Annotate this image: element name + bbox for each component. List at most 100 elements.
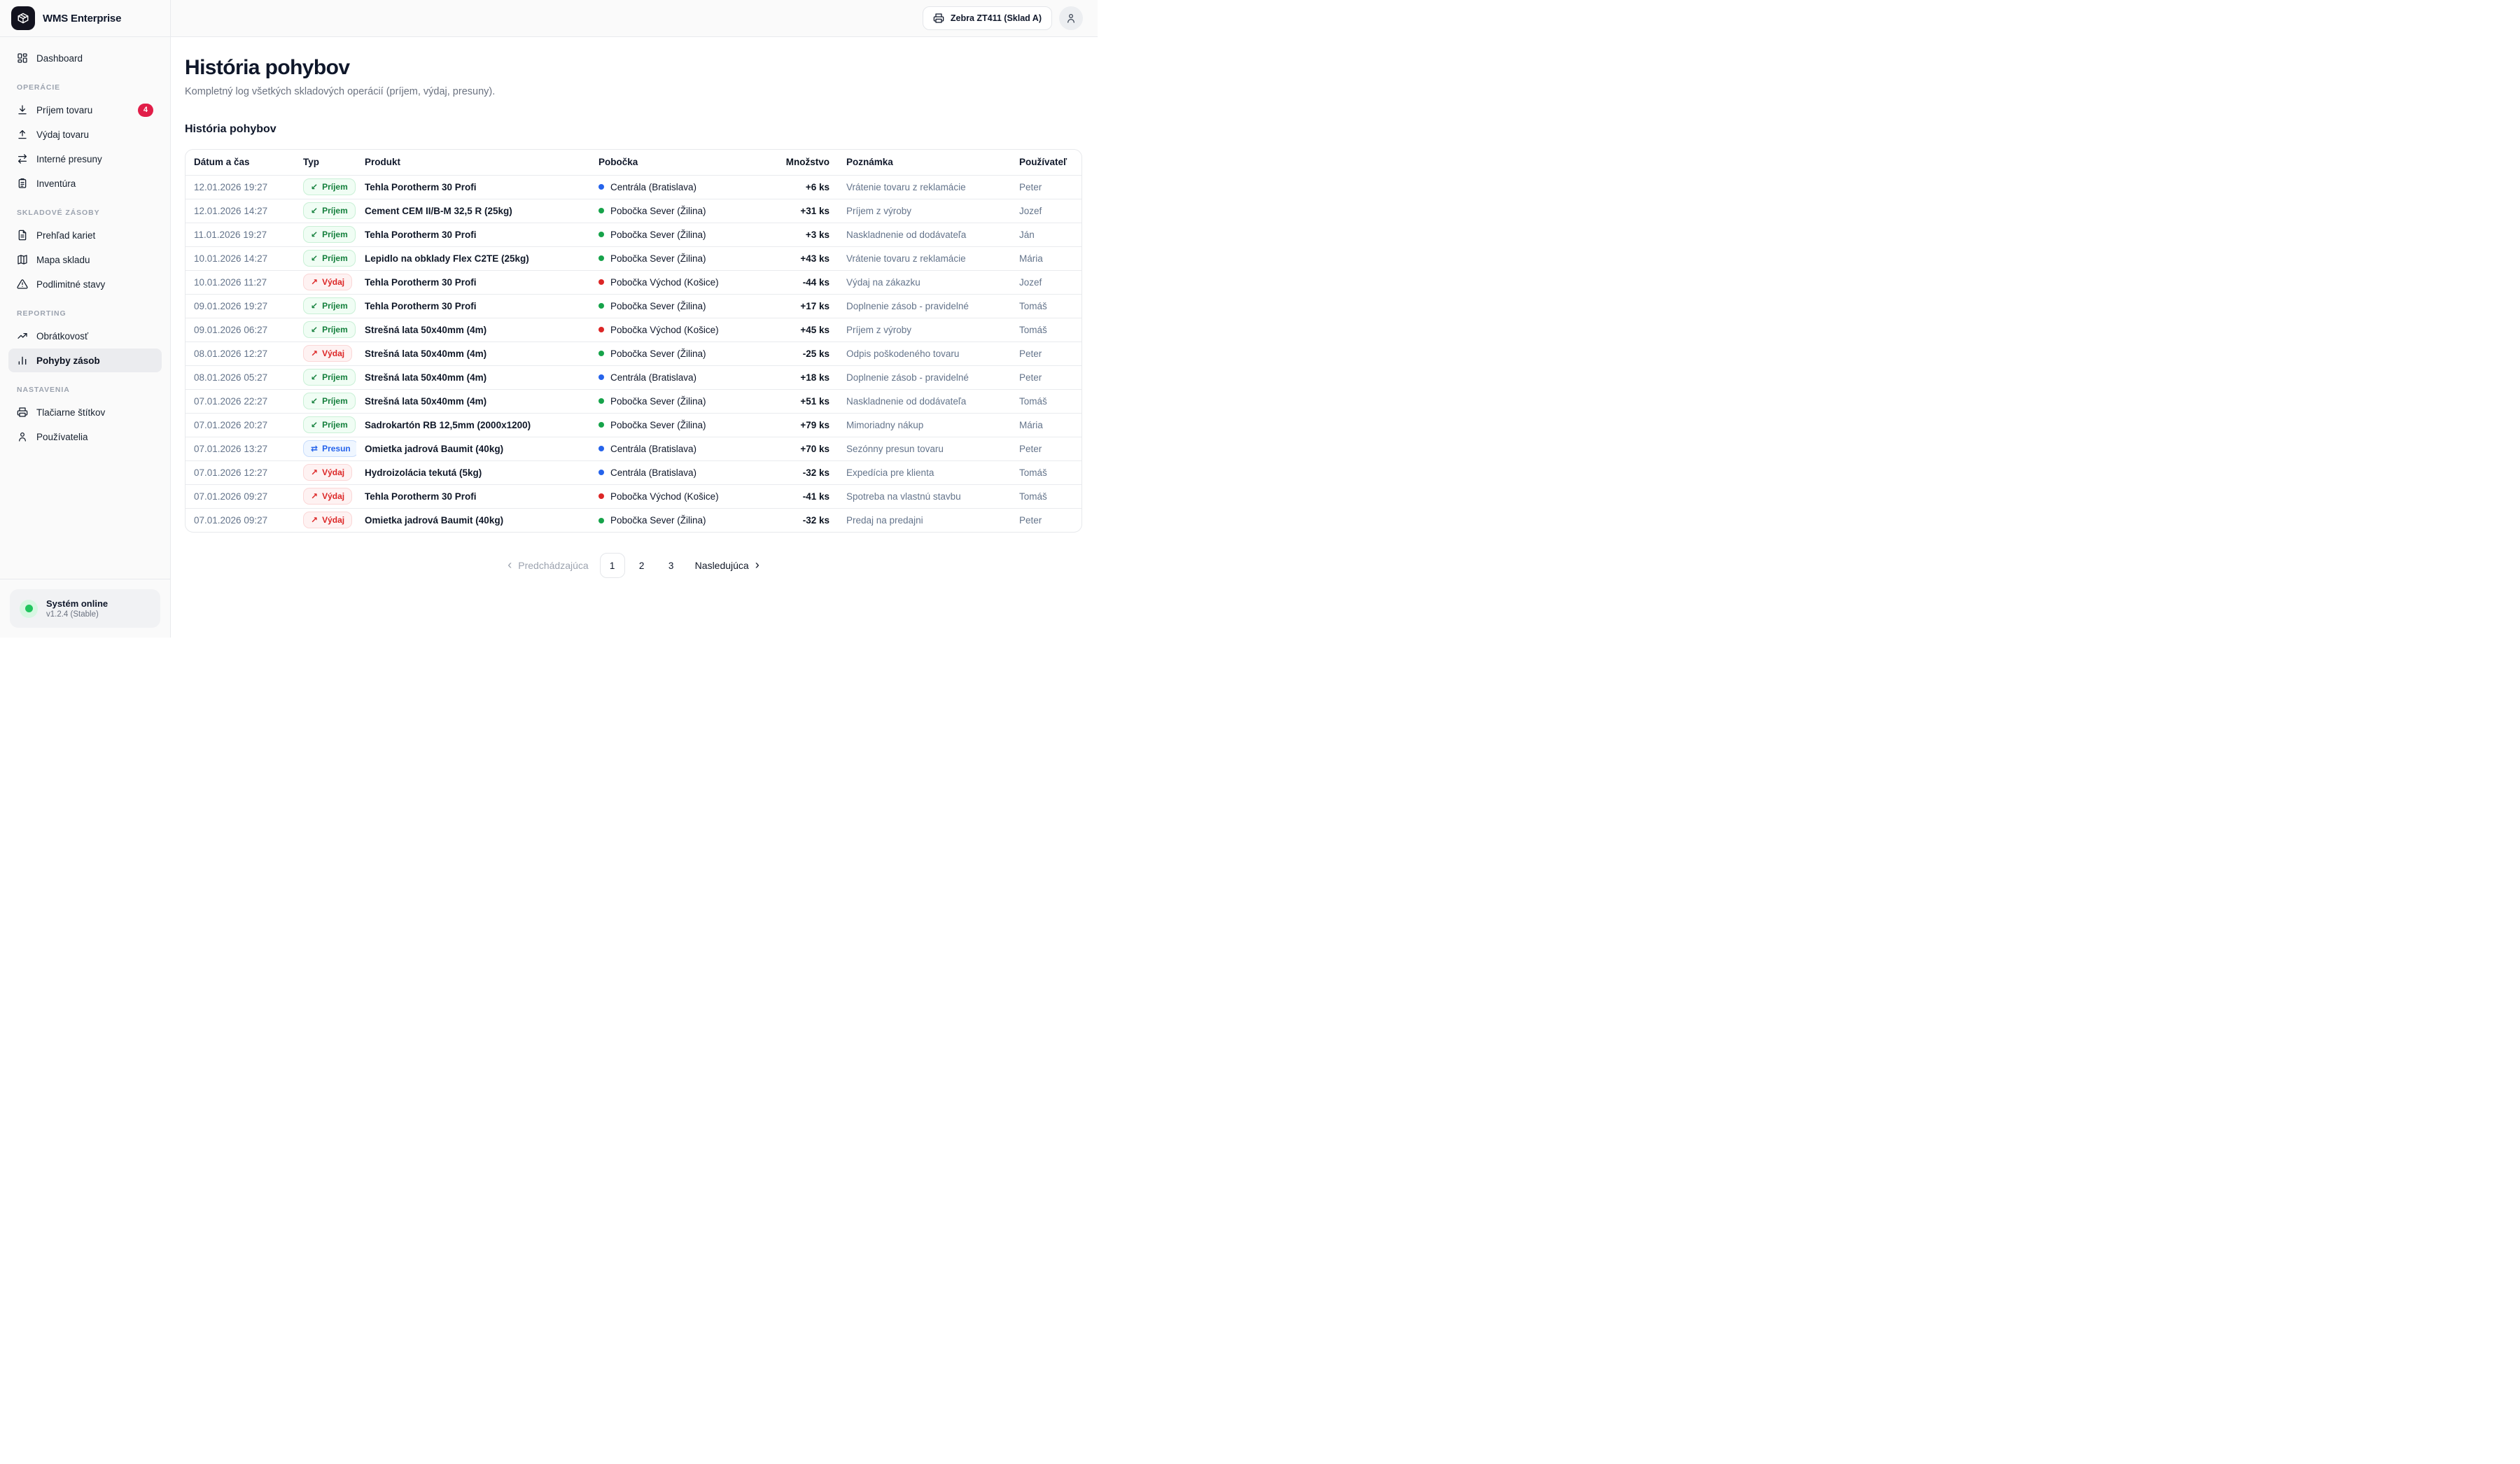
trending-up-icon [18, 333, 27, 339]
branch-dot [598, 303, 604, 309]
cell-datetime: 07.01.2026 12:27 [186, 460, 295, 484]
file-text-icon [18, 230, 27, 241]
sidebar-item-low-stock[interactable]: Podlimitné stavy [8, 272, 162, 296]
branch-label: Pobočka Sever (Žilina) [610, 229, 706, 240]
sidebar-item-goods-issue[interactable]: Výdaj tovaru [8, 122, 162, 146]
type-badge: ⇄ Presun [303, 440, 356, 457]
table-row: 07.01.2026 20:27 ↙ Príjem Sadrokartón RB 12… [186, 412, 1082, 437]
type-badge-label: Príjem [322, 182, 348, 192]
table-body: 12.01.2026 19:27 ↙ Príjem Tehla Porotherm 3… [186, 174, 1082, 532]
cell-product: Tehla Porotherm 30 Profi [356, 174, 590, 199]
cell-note: Predaj na predajni [838, 507, 1011, 532]
cell-note: Naskladnenie od dodávateľa [838, 222, 1011, 246]
printer-button-label: Zebra ZT411 (Sklad A) [950, 13, 1042, 23]
cell-user: Jozef [1011, 269, 1082, 294]
branch-label: Pobočka Východ (Košice) [610, 324, 719, 335]
cell-branch: Pobočka Sever (Žilina) [590, 507, 774, 532]
type-badge: ↙ Príjem [303, 250, 356, 267]
cell-user: Peter [1011, 507, 1082, 532]
cell-note: Vrátenie tovaru z reklamácie [838, 246, 1011, 270]
cell-quantity: +18 ks [774, 365, 838, 389]
table-row: 07.01.2026 09:27 ↗ Výdaj Tehla Porotherm 30… [186, 484, 1082, 508]
table-row: 07.01.2026 13:27 ⇄ Presun Omietka jadrová B… [186, 436, 1082, 460]
package-logo-icon [11, 6, 35, 30]
sidebar: WMS Enterprise Dashboard OPERÁCIE Príjem… [0, 0, 171, 638]
cell-quantity: +17 ks [774, 293, 838, 318]
cell-note: Príjem z výroby [838, 198, 1011, 223]
branch-label: Pobočka Sever (Žilina) [610, 300, 706, 311]
cell-user: Peter [1011, 436, 1082, 460]
sidebar-item-label: Tlačiarne štítkov [36, 407, 106, 418]
app-logo-row: WMS Enterprise [0, 0, 170, 37]
table-row: 12.01.2026 19:27 ↙ Príjem Tehla Porotherm 3… [186, 174, 1082, 199]
cell-user: Tomáš [1011, 388, 1082, 413]
cell-product: Hydroizolácia tekutá (5kg) [356, 460, 590, 484]
pagination-page-2[interactable]: 2 [629, 553, 654, 578]
cell-user: Tomáš [1011, 484, 1082, 508]
type-badge-label: Príjem [322, 420, 348, 430]
page-subtitle: Kompletný log všetkých skladových operác… [185, 86, 496, 97]
cell-product: Strešná lata 50x40mm (4m) [356, 341, 590, 365]
cell-datetime: 08.01.2026 12:27 [186, 341, 295, 365]
type-badge: ↗ Výdaj [303, 464, 353, 481]
chevron-right-icon: › [755, 558, 760, 572]
pagination-page-1[interactable]: 1 [599, 553, 625, 578]
cell-product: Tehla Porotherm 30 Profi [356, 269, 590, 294]
type-arrow-icon: ↙ [311, 372, 318, 382]
type-badge-label: Príjem [322, 206, 348, 216]
main-area: Zebra ZT411 (Sklad A) História pohybov K… [171, 0, 1098, 638]
sidebar-item-internal-transfers[interactable]: Interné presuny [8, 147, 162, 171]
pagination-page-3[interactable]: 3 [659, 553, 684, 578]
sidebar-item-warehouse-map[interactable]: Mapa skladu [8, 248, 162, 272]
cell-type: ↙ Príjem [295, 246, 356, 270]
cell-product: Omietka jadrová Baumit (40kg) [356, 436, 590, 460]
cell-type: ↙ Príjem [295, 365, 356, 389]
type-arrow-icon: ↗ [311, 467, 318, 477]
cell-note: Mimoriadny nákup [838, 412, 1011, 437]
sidebar-item-inventory[interactable]: Inventúra [8, 171, 162, 195]
cell-note: Sezónny presun tovaru [838, 436, 1011, 460]
type-arrow-icon: ↙ [311, 325, 318, 335]
table-header-row: Dátum a čas Typ Produkt Pobočka Množstvo… [186, 150, 1082, 175]
branch-label: Pobočka Sever (Žilina) [610, 515, 706, 526]
branch-label: Pobočka Sever (Žilina) [610, 419, 706, 430]
sidebar-item-users[interactable]: Používatelia [8, 425, 162, 449]
cell-note: Expedícia pre klienta [838, 460, 1011, 484]
cell-branch: Pobočka Sever (Žilina) [590, 198, 774, 223]
pagination-next-button[interactable]: Nasledujúca › [688, 558, 766, 572]
cell-user: Peter [1011, 174, 1082, 199]
movements-table: Dátum a čas Typ Produkt Pobočka Množstvo… [186, 150, 1082, 532]
cell-user: Mária [1011, 246, 1082, 270]
map-icon [18, 255, 27, 265]
col-header-product: Produkt [365, 157, 401, 168]
branch-dot [598, 208, 604, 214]
pagination-prev-button[interactable]: ‹ Predchádzajúca [500, 558, 595, 572]
cell-user: Tomáš [1011, 460, 1082, 484]
sidebar-item-label-printers[interactable]: Tlačiarne štítkov [8, 400, 162, 424]
type-badge: ↗ Výdaj [303, 488, 353, 505]
alert-triangle-icon [17, 279, 28, 289]
sidebar-item-stock-movements[interactable]: Pohyby zásob [8, 349, 162, 372]
printer-select-button[interactable]: Zebra ZT411 (Sklad A) [922, 6, 1052, 30]
chevron-left-icon: ‹ [507, 558, 512, 572]
type-arrow-icon: ↗ [311, 515, 318, 526]
cell-product: Tehla Porotherm 30 Profi [356, 293, 590, 318]
cell-product: Tehla Porotherm 30 Profi [356, 484, 590, 508]
cell-product: Strešná lata 50x40mm (4m) [356, 317, 590, 342]
sidebar-item-turnover[interactable]: Obrátkovosť [8, 324, 162, 348]
branch-dot [598, 493, 604, 500]
upload-icon [18, 130, 27, 139]
sidebar-item-label: Inventúra [36, 178, 76, 189]
type-arrow-icon: ↗ [311, 491, 318, 501]
sidebar-item-dashboard[interactable]: Dashboard [8, 46, 162, 70]
cell-datetime: 12.01.2026 19:27 [186, 174, 295, 199]
cell-datetime: 07.01.2026 20:27 [186, 412, 295, 437]
branch-dot [598, 184, 604, 190]
sidebar-item-goods-receipt[interactable]: Príjem tovaru 4 [8, 98, 162, 122]
sidebar-item-stock-cards[interactable]: Prehľad kariet [8, 223, 162, 247]
cell-datetime: 07.01.2026 22:27 [186, 388, 295, 413]
type-badge-label: Výdaj [322, 277, 345, 287]
cell-type: ↗ Výdaj [295, 460, 356, 484]
cell-note: Vrátenie tovaru z reklamácie [838, 174, 1011, 199]
user-avatar-button[interactable] [1059, 6, 1083, 30]
